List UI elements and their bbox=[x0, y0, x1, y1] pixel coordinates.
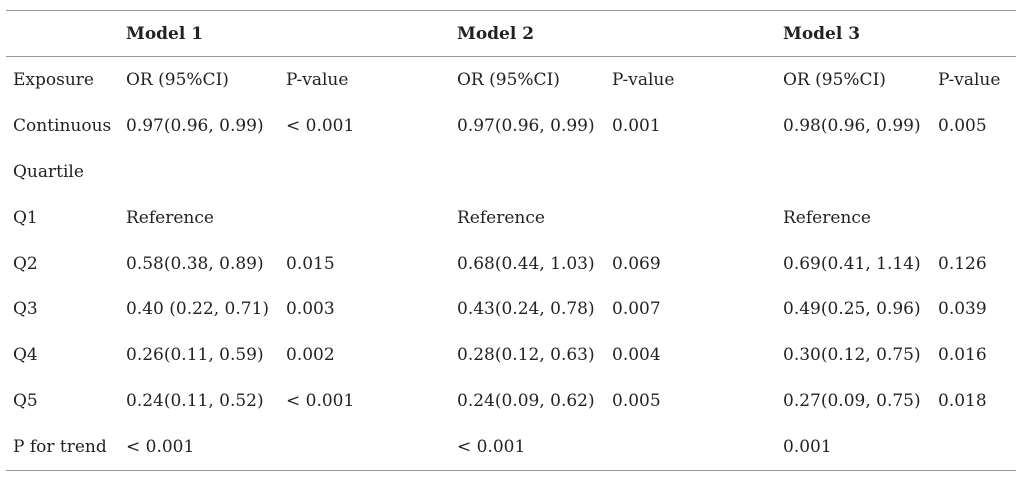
cell-model-1-p: 0.003 bbox=[286, 299, 335, 320]
cell-model-3-or: Reference bbox=[783, 207, 871, 228]
cell-model-1-or: 0.40 (0.22, 0.71) bbox=[126, 299, 270, 320]
cell-model-3-p bbox=[931, 424, 1016, 472]
cell-model-3-p: P-value bbox=[938, 69, 1001, 90]
table-row: Q1 Reference Reference Reference bbox=[6, 195, 1016, 241]
header-model-1: Model 1 bbox=[119, 10, 279, 57]
cell-model-1-p: < 0.001 bbox=[286, 391, 355, 412]
cell-model-2-p: 0.007 bbox=[612, 299, 661, 320]
cell-row-label: Q5 bbox=[13, 391, 38, 412]
header-cell-blank bbox=[931, 10, 1016, 57]
table-row: P for trend < 0.001 < 0.001 0.001 bbox=[6, 424, 1016, 472]
cell-model-1-or bbox=[119, 149, 279, 195]
cell-model-2-or: 0.24(0.09, 0.62) bbox=[457, 391, 595, 412]
cell-model-3-p: 0.016 bbox=[938, 345, 987, 366]
cell-model-1-or: 0.97(0.96, 0.99) bbox=[126, 115, 264, 136]
cell-row-label: Q4 bbox=[13, 345, 38, 366]
cell-model-2-p: 0.005 bbox=[612, 391, 661, 412]
table-row: Exposure OR (95%CI) P-value OR (95%CI) P-val… bbox=[6, 57, 1016, 103]
cell-model-1-or: 0.24(0.11, 0.52) bbox=[126, 391, 264, 412]
cell-row-label: Q3 bbox=[13, 299, 38, 320]
header-model-3: Model 3 bbox=[776, 10, 931, 57]
cell-model-2-p: 0.004 bbox=[612, 345, 661, 366]
cell-model-3-p: 0.039 bbox=[938, 299, 987, 320]
cell-row-label: P for trend bbox=[6, 424, 119, 472]
cell-model-1-p bbox=[279, 195, 450, 241]
cell-model-2-or: < 0.001 bbox=[450, 424, 605, 472]
cell-model-2-p: 0.001 bbox=[612, 115, 661, 136]
cell-model-1-or: OR (95%CI) bbox=[126, 69, 229, 90]
cell-model-1-or: < 0.001 bbox=[119, 424, 279, 472]
cell-row-label: Quartile bbox=[13, 161, 84, 182]
results-table-container: Model 1 Model 2 Model 3 Exposure OR (95%C… bbox=[6, 10, 1016, 472]
cell-row-label: Exposure bbox=[13, 69, 94, 90]
cell-model-3-or: OR (95%CI) bbox=[783, 69, 886, 90]
header-cell-blank bbox=[6, 10, 119, 57]
cell-model-1-p: 0.015 bbox=[286, 253, 335, 274]
header-row: Model 1 Model 2 Model 3 bbox=[6, 10, 1016, 57]
header-cell-blank bbox=[605, 10, 776, 57]
header-cell-blank bbox=[279, 10, 450, 57]
cell-model-2-or: 0.43(0.24, 0.78) bbox=[457, 299, 595, 320]
cell-model-2-p: P-value bbox=[612, 69, 675, 90]
cell-model-3-or: 0.27(0.09, 0.75) bbox=[783, 391, 921, 412]
cell-model-3-or bbox=[776, 149, 931, 195]
cell-model-3-or: 0.98(0.96, 0.99) bbox=[783, 115, 921, 136]
cell-model-2-p bbox=[605, 195, 776, 241]
results-table: Model 1 Model 2 Model 3 Exposure OR (95%C… bbox=[6, 10, 1016, 472]
cell-model-2-or: 0.28(0.12, 0.63) bbox=[457, 345, 595, 366]
cell-model-2-or: 0.68(0.44, 1.03) bbox=[457, 253, 595, 274]
cell-model-2-p: 0.069 bbox=[612, 253, 661, 274]
cell-model-1-or: 0.26(0.11, 0.59) bbox=[126, 345, 264, 366]
table-row: Q3 0.40 (0.22, 0.71) 0.003 0.43(0.24, 0.78)… bbox=[6, 286, 1016, 332]
header-model-2: Model 2 bbox=[450, 10, 605, 57]
cell-model-2-p bbox=[605, 424, 776, 472]
table-row: Continuous 0.97(0.96, 0.99) < 0.001 0.97(0.… bbox=[6, 103, 1016, 149]
cell-model-1-p: 0.002 bbox=[286, 345, 335, 366]
cell-row-label: Continuous bbox=[13, 115, 112, 136]
cell-model-3-or: 0.001 bbox=[776, 424, 931, 472]
cell-model-2-or: 0.97(0.96, 0.99) bbox=[457, 115, 595, 136]
cell-model-3-or: 0.49(0.25, 0.96) bbox=[783, 299, 921, 320]
cell-model-2-or: Reference bbox=[457, 207, 545, 228]
cell-model-2-or: OR (95%CI) bbox=[457, 69, 560, 90]
cell-model-3-p: 0.018 bbox=[938, 391, 987, 412]
cell-model-3-p: 0.005 bbox=[938, 115, 987, 136]
table-body: Exposure OR (95%CI) P-value OR (95%CI) P-val… bbox=[6, 57, 1016, 472]
cell-row-label: Q1 bbox=[13, 207, 38, 228]
cell-model-3-p bbox=[931, 195, 1016, 241]
cell-model-3-p bbox=[931, 149, 1016, 195]
table-row: Quartile bbox=[6, 149, 1016, 195]
table-row: Q5 0.24(0.11, 0.52) < 0.001 0.24(0.09, 0.62… bbox=[6, 378, 1016, 424]
table-row: Q2 0.58(0.38, 0.89) 0.015 0.68(0.44, 1.03) 0… bbox=[6, 241, 1016, 287]
cell-model-1-p bbox=[279, 424, 450, 472]
cell-model-1-p: P-value bbox=[286, 69, 349, 90]
cell-model-1-p: < 0.001 bbox=[286, 115, 355, 136]
cell-model-2-p bbox=[605, 149, 776, 195]
cell-row-label: Q2 bbox=[13, 253, 38, 274]
cell-model-3-p: 0.126 bbox=[938, 253, 987, 274]
table-row: Q4 0.26(0.11, 0.59) 0.002 0.28(0.12, 0.63) 0… bbox=[6, 332, 1016, 378]
cell-model-1-or: 0.58(0.38, 0.89) bbox=[126, 253, 264, 274]
cell-model-1-or: Reference bbox=[126, 207, 214, 228]
cell-model-1-p bbox=[279, 149, 450, 195]
cell-model-2-or bbox=[450, 149, 605, 195]
cell-model-3-or: 0.69(0.41, 1.14) bbox=[783, 253, 921, 274]
cell-model-3-or: 0.30(0.12, 0.75) bbox=[783, 345, 921, 366]
